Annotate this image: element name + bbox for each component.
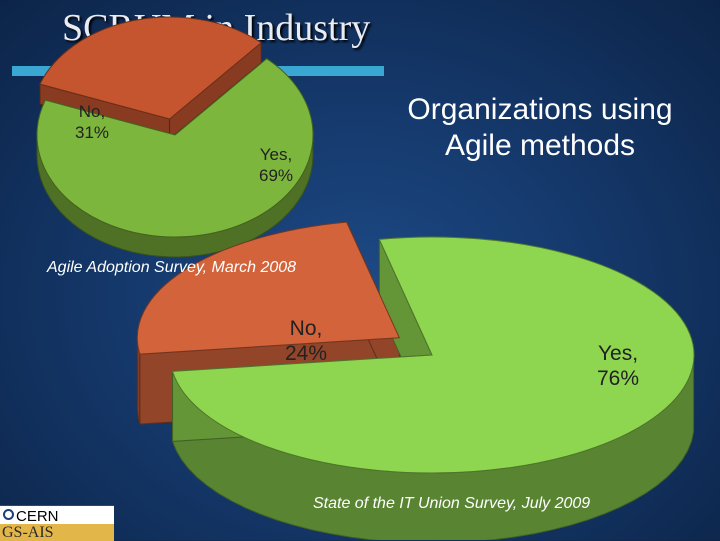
chart-2-data-label-yes: Yes, 76% bbox=[597, 342, 639, 390]
slide-subtitle: Organizations using Agile methods bbox=[407, 93, 673, 162]
cern-ring-icon bbox=[3, 509, 14, 520]
chart-1-slice-no bbox=[39, 16, 263, 120]
logo-name: CERN bbox=[16, 508, 59, 525]
cern-logo: CERN GS-AIS bbox=[0, 505, 114, 541]
chart-1-data-label-no: No, 31% bbox=[75, 102, 109, 142]
chart-1-caption: Agile Adoption Survey, March 2008 bbox=[47, 259, 297, 276]
chart-2-data-label-no: No, 24% bbox=[285, 317, 327, 365]
chart-2-caption: State of the IT Union Survey, July 2009 bbox=[313, 495, 591, 512]
chart-2-slice-no bbox=[136, 221, 401, 355]
chart-2-slice-yes bbox=[171, 236, 695, 474]
chart-1-data-label-yes: Yes, 69% bbox=[259, 145, 293, 185]
logo-unit: GS-AIS bbox=[0, 524, 114, 541]
chart-1-slice-yes bbox=[36, 58, 314, 238]
